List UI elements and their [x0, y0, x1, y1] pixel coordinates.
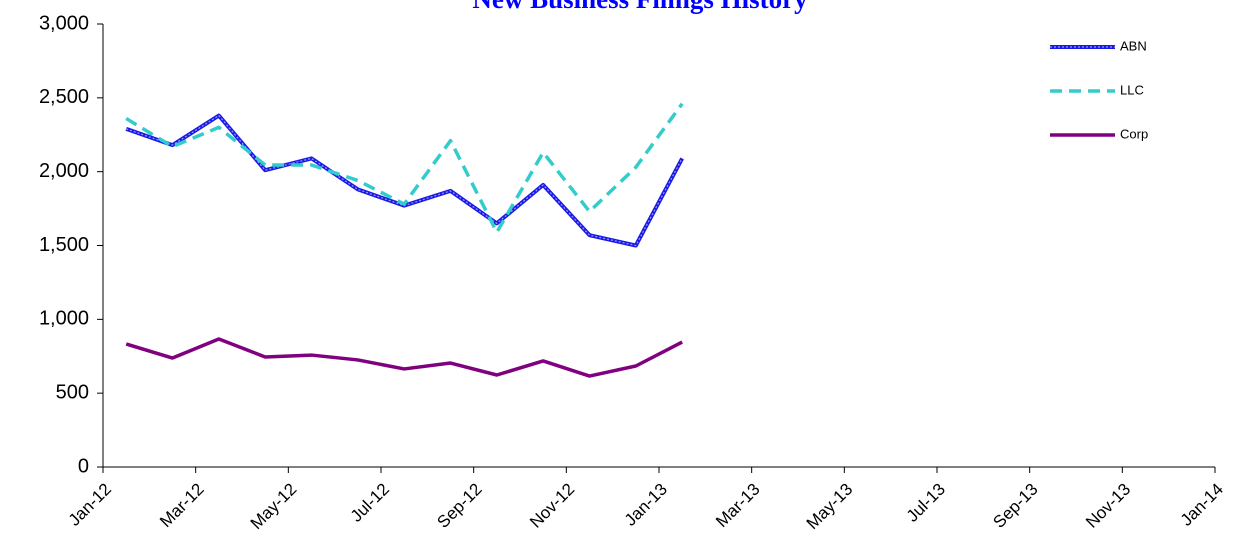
x-tick-label: May-12 [247, 480, 301, 534]
x-tick-label: Jul-12 [347, 480, 393, 526]
x-tick-label: Mar-12 [156, 480, 208, 532]
y-tick-label: 2,000 [39, 160, 89, 182]
x-tick-label: Mar-13 [712, 480, 764, 532]
series-line [125, 113, 684, 248]
chart-title: New Business Filings History [472, 0, 808, 14]
x-tick-label: Jul-13 [903, 480, 949, 526]
legend-label: LLC [1120, 82, 1144, 97]
y-tick-label: 3,000 [39, 12, 89, 34]
legend-label: Corp [1120, 126, 1148, 141]
x-tick-label: May-13 [803, 480, 857, 534]
y-tick-label: 2,500 [39, 86, 89, 108]
x-tick-label: Nov-12 [526, 480, 578, 532]
series-line-pattern [125, 114, 683, 247]
x-tick-label: Jan-14 [1177, 480, 1227, 530]
x-tick-label: Sep-12 [433, 480, 485, 532]
y-tick-label: 1,000 [39, 308, 89, 330]
series-line [125, 102, 684, 234]
series-line [125, 337, 683, 378]
legend-label: ABN [1120, 38, 1147, 53]
x-tick-label: Jan-12 [65, 480, 115, 530]
y-tick-label: 0 [78, 455, 89, 477]
y-tick-label: 1,500 [39, 234, 89, 256]
y-tick-label: 500 [56, 381, 89, 403]
x-tick-label: Jan-13 [621, 480, 671, 530]
x-tick-label: Nov-13 [1082, 480, 1134, 532]
x-tick-label: Sep-13 [989, 480, 1041, 532]
